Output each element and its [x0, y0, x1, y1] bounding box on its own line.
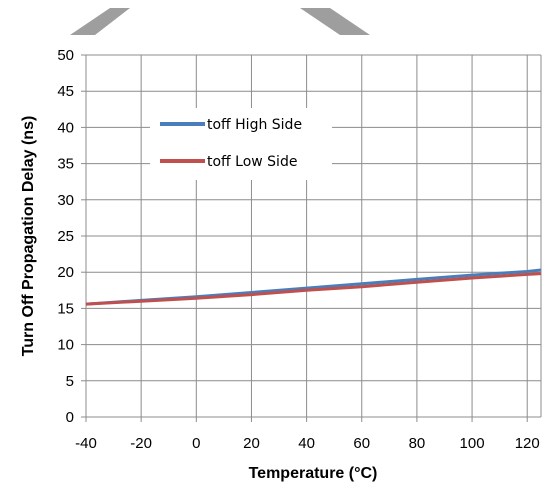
y-tick-label: 15 — [57, 300, 74, 317]
x-tick-label: 0 — [192, 435, 200, 452]
x-tick-label: 80 — [409, 435, 426, 452]
y-tick-label: 0 — [66, 409, 74, 426]
legend: toff High Side toff Low Side — [150, 108, 332, 180]
y-tick-label: 50 — [57, 47, 74, 64]
x-tick-label: 100 — [460, 435, 485, 452]
x-tick-label: -40 — [75, 435, 97, 452]
series-lines — [85, 268, 542, 306]
y-tick-labels: 0 5 10 15 20 25 30 35 40 45 50 — [57, 47, 74, 426]
x-tick-label: -20 — [130, 435, 152, 452]
legend-box — [150, 108, 332, 180]
y-tick-label: 45 — [57, 83, 74, 100]
decor-wedge-right — [300, 8, 370, 35]
y-axis-title: Turn Off Propagation Delay (ns) — [20, 116, 37, 357]
y-tick-label: 40 — [57, 119, 74, 136]
x-tick-label: 120 — [515, 435, 540, 452]
x-axis-title: Temperature (°C) — [249, 465, 378, 482]
axes — [81, 54, 541, 422]
y-tick-label: 35 — [57, 156, 74, 173]
series-line-low-side — [85, 272, 542, 306]
x-tick-label: 40 — [298, 435, 315, 452]
legend-label-low-side: toff Low Side — [207, 154, 297, 170]
x-tick-labels: -40 -20 0 20 40 60 80 100 120 — [75, 435, 540, 452]
y-tick-label: 10 — [57, 337, 74, 354]
legend-label-high-side: toff High Side — [207, 117, 302, 133]
y-tick-label: 20 — [57, 264, 74, 281]
y-tick-label: 5 — [66, 373, 74, 390]
x-tick-label: 60 — [353, 435, 370, 452]
y-tick-label: 25 — [57, 228, 74, 245]
y-tick-label: 30 — [57, 192, 74, 209]
series-line-high-side — [85, 268, 542, 306]
x-tick-label: 20 — [243, 435, 260, 452]
decor-wedge-left — [70, 8, 130, 35]
